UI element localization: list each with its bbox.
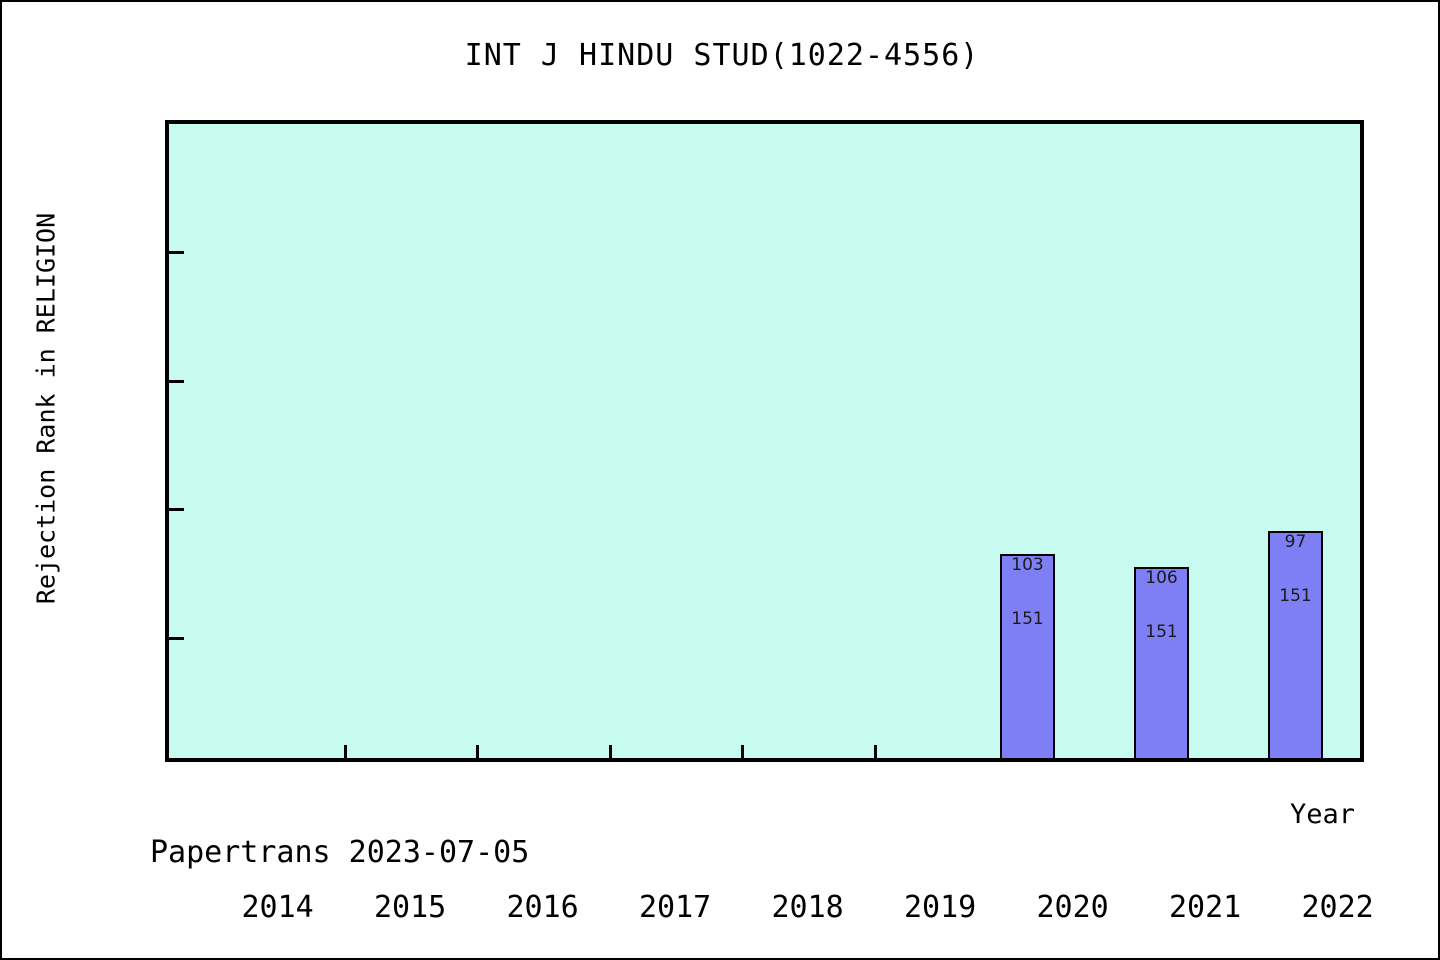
bar-label-2021: 106 151 xyxy=(1072,533,1252,677)
y-tick-mark-4 xyxy=(169,251,184,255)
y-axis-label: Rejection Rank in RELIGION xyxy=(31,212,61,605)
bar-label-denominator: 151 xyxy=(1011,609,1044,629)
plot-area: 0.0 0.2 0.4 0.6 0.8 1.0 xyxy=(165,120,1374,925)
x-tick-label-2014: 2014 xyxy=(241,890,314,925)
y-tick-mark-1 xyxy=(169,636,184,640)
x-tick-mark-5 xyxy=(873,745,877,758)
footer-note: Papertrans 2023-07-05 xyxy=(150,835,530,870)
bar-label-denominator: 151 xyxy=(1279,586,1312,606)
x-tick-label-2015: 2015 xyxy=(373,890,447,925)
x-axis-label: Year xyxy=(1290,799,1356,830)
x-tick-mark-1 xyxy=(343,745,347,758)
x-tick-mark-2 xyxy=(476,745,480,758)
x-tick-label-2018: 2018 xyxy=(771,890,844,925)
bar-label-2020: 103 151 xyxy=(938,520,1118,664)
y-tick-mark-2 xyxy=(169,508,184,512)
bar-2021[interactable] xyxy=(1134,567,1189,758)
x-tick-mark-4 xyxy=(741,745,745,758)
page-title: INT J HINDU STUD(1022-4556) xyxy=(464,38,980,73)
x-tick-mark-3 xyxy=(608,745,612,758)
x-tick-label-2020: 2020 xyxy=(1036,890,1109,925)
x-tick-label-2016: 2016 xyxy=(506,890,579,925)
x-tick-label-2021: 2021 xyxy=(1168,890,1242,925)
bar-label-numerator: 97 xyxy=(1284,532,1307,552)
x-tick-label-2017: 2017 xyxy=(638,890,712,925)
x-tick-label-2022: 2022 xyxy=(1301,890,1374,925)
bar-2022[interactable] xyxy=(1268,531,1323,758)
y-tick-mark-3 xyxy=(169,379,184,383)
bar-2020[interactable] xyxy=(1000,554,1055,758)
bar-label-numerator: 106 xyxy=(1145,568,1178,588)
bar-label-2022: 97 151 xyxy=(1206,497,1386,641)
x-tick-label-2019: 2019 xyxy=(903,890,977,925)
plot-inner: 0.0 0.2 0.4 0.6 0.8 1.0 xyxy=(169,124,1374,925)
bar-label-denominator: 151 xyxy=(1145,622,1178,642)
bar-label-numerator: 103 xyxy=(1011,555,1044,575)
